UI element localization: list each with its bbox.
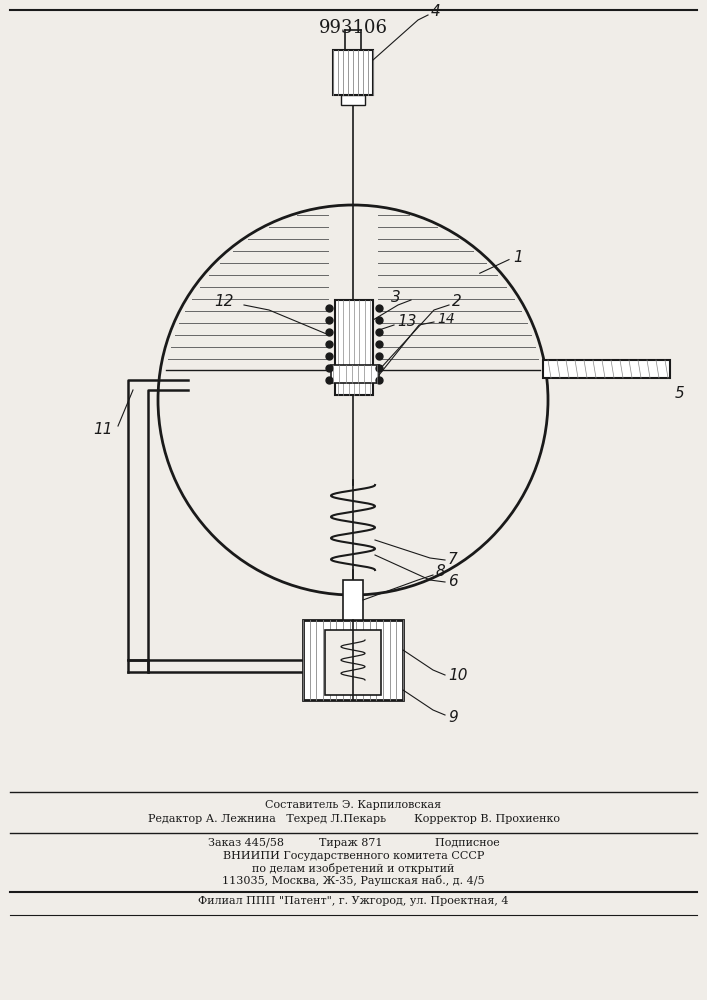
- Bar: [303, 620, 403, 700]
- Text: Заказ 445/58          Тираж 871               Подписное: Заказ 445/58 Тираж 871 Подписное: [208, 838, 499, 848]
- Text: Филиал ППП "Патент", г. Ужгород, ул. Проектная, 4: Филиал ППП "Патент", г. Ужгород, ул. Про…: [198, 896, 509, 906]
- Text: 993106: 993106: [319, 19, 388, 37]
- Text: 3: 3: [391, 290, 401, 304]
- Text: 1: 1: [513, 250, 522, 265]
- Bar: [341, 95, 365, 105]
- Text: Составитель Э. Карпиловская: Составитель Э. Карпиловская: [265, 800, 442, 810]
- Text: по делам изобретений и открытий: по делам изобретений и открытий: [252, 863, 455, 874]
- Text: Редактор А. Лежнина   Техред Л.Пекарь        Корректор В. Прохиенко: Редактор А. Лежнина Техред Л.Пекарь Корр…: [148, 814, 559, 824]
- Bar: [331, 365, 379, 383]
- Text: 10: 10: [448, 668, 467, 682]
- Text: 7: 7: [448, 552, 457, 568]
- Text: 5: 5: [675, 385, 685, 400]
- Bar: [343, 580, 363, 620]
- Text: 113035, Москва, Ж-35, Раушская наб., д. 4/5: 113035, Москва, Ж-35, Раушская наб., д. …: [222, 875, 485, 886]
- Text: 6: 6: [448, 574, 457, 589]
- Text: 12: 12: [214, 294, 234, 310]
- Bar: [335, 300, 373, 395]
- Text: 2: 2: [452, 294, 462, 310]
- Text: 11: 11: [93, 422, 113, 438]
- Text: 14: 14: [437, 312, 455, 326]
- Text: 9: 9: [448, 710, 457, 726]
- Bar: [333, 50, 373, 95]
- Text: 8: 8: [436, 564, 445, 580]
- Text: 13: 13: [397, 314, 416, 330]
- Text: ВНИИПИ Государственного комитета СССР: ВНИИПИ Государственного комитета СССР: [223, 851, 484, 861]
- Bar: [325, 630, 381, 695]
- Text: 4: 4: [431, 4, 440, 19]
- Bar: [543, 360, 670, 378]
